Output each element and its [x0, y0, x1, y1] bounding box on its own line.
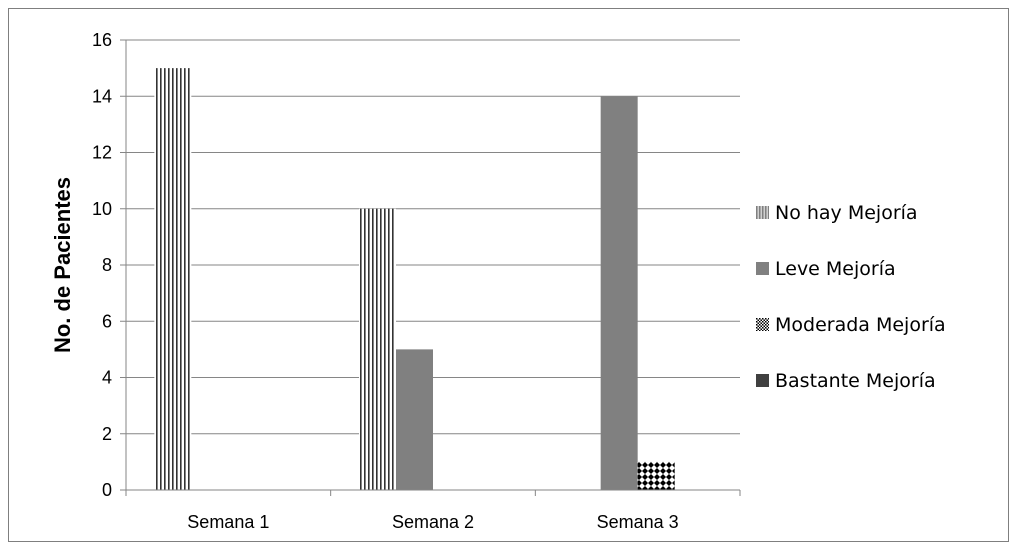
bar	[396, 349, 433, 490]
legend-label: No hay Mejoría	[775, 202, 918, 224]
bars	[154, 68, 675, 490]
x-tick-label: Semana 3	[597, 512, 679, 532]
legend-swatch	[756, 318, 769, 331]
y-tick-label: 2	[102, 424, 112, 444]
y-tick-label: 6	[102, 311, 112, 331]
x-tick-label: Semana 1	[187, 512, 269, 532]
legend-label: Bastante Mejoría	[775, 370, 936, 392]
legend-swatch	[756, 374, 769, 387]
legend: No hay Mejoría Leve Mejoría Moderada Mejor…	[756, 202, 946, 392]
legend-label: Leve Mejoría	[775, 258, 896, 280]
y-tick-label: 10	[92, 199, 112, 219]
x-tick-label: Semana 2	[392, 512, 474, 532]
legend-label: Moderada Mejoría	[775, 314, 946, 336]
axes	[120, 39, 741, 496]
bar	[154, 68, 192, 490]
bar	[359, 208, 396, 490]
y-tick-label: 14	[92, 86, 112, 106]
bar	[600, 96, 638, 490]
y-tick-label: 0	[102, 480, 112, 500]
y-tick-label: 8	[102, 255, 112, 275]
tick-labels: 0 2 4 6 8 10 12 14 16 Semana 1 Semana 2 Semana 3	[92, 30, 679, 532]
legend-swatch	[756, 262, 769, 275]
bar	[637, 461, 675, 490]
y-axis-label: No. de Pacientes	[50, 177, 75, 353]
legend-swatch	[756, 206, 769, 219]
y-tick-label: 16	[92, 30, 112, 50]
y-tick-label: 12	[92, 143, 112, 163]
y-tick-label: 4	[102, 368, 112, 388]
